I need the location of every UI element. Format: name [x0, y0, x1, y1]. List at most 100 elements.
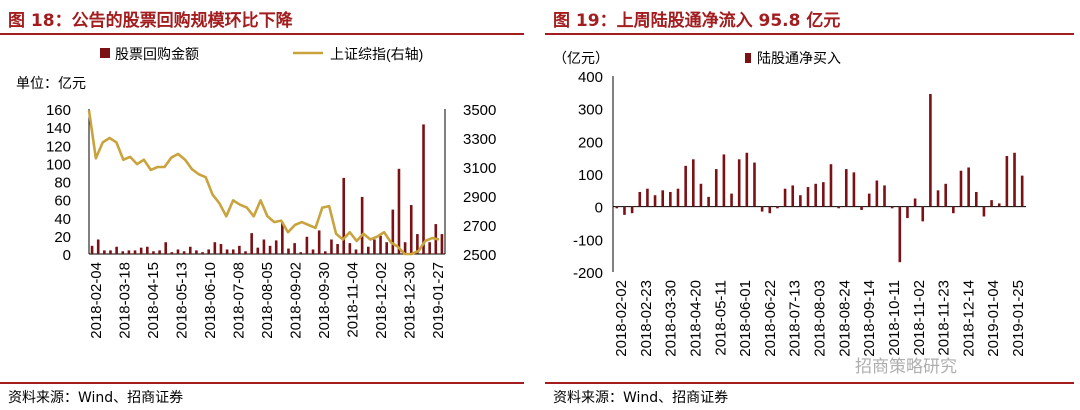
- netbuy-bar: [684, 165, 687, 207]
- repurchase-bar: [115, 246, 118, 254]
- repurchase-bar: [158, 250, 161, 255]
- repurchase-bar: [127, 250, 131, 255]
- netbuy-bar: [669, 191, 672, 207]
- netbuy-bar: [730, 193, 733, 207]
- netbuy-bar: [661, 190, 665, 207]
- y-tick-label: -100: [573, 232, 603, 249]
- y-left-tick-label: 20: [54, 229, 71, 246]
- repurchase-bar: [96, 239, 100, 254]
- netbuy-bar: [852, 172, 856, 207]
- figure-19-bottom-rule: [545, 382, 1074, 384]
- repurchase-bar: [342, 177, 346, 255]
- netbuy-bar: [707, 196, 710, 207]
- repurchase-bar: [440, 234, 444, 254]
- netbuy-bar: [646, 188, 649, 207]
- netbuy-bar: [699, 183, 703, 207]
- x-tick-label: 2019-01-27: [430, 262, 447, 339]
- netbuy-bar: [806, 187, 810, 207]
- repurchase-bar: [268, 245, 272, 254]
- figure-18-bottom-rule: [0, 382, 524, 384]
- figure-18-source: 资料来源：Wind、招商证券: [8, 390, 184, 406]
- y-tick-label: 200: [578, 134, 603, 151]
- unit-label: （亿元）: [553, 50, 609, 66]
- repurchase-bar: [373, 239, 376, 254]
- repurchase-bar: [354, 249, 358, 254]
- y-left-tick-label: 60: [54, 193, 71, 210]
- figure-19-panel: 图 19：上周陆股通净流入 95.8 亿元 （亿元） 陆股通净买入 -200 -100…: [545, 0, 1080, 410]
- figure-19-source: 资料来源：Wind、招商证券: [553, 390, 729, 406]
- netbuy-bar: [867, 193, 871, 207]
- netbuy-bar: [898, 206, 902, 263]
- repurchase-bar: [416, 234, 419, 254]
- netbuy-bar: [936, 190, 940, 207]
- repurchase-bar: [293, 243, 296, 255]
- repurchase-bar: [225, 249, 229, 254]
- y-tick-label: 100: [578, 167, 603, 184]
- repurchase-bar: [305, 236, 309, 254]
- y-left-tick-label: 0: [63, 247, 71, 264]
- netbuy-bar: [714, 169, 718, 207]
- repurchase-bar: [366, 246, 370, 254]
- netbuy-bar: [829, 164, 833, 207]
- y-tick-label: -200: [573, 265, 603, 282]
- x-tick-label: 2018-10-11: [886, 280, 903, 356]
- x-tick-label: 2018-11-04: [345, 262, 362, 338]
- x-tick-label: 2018-05-13: [174, 262, 191, 339]
- y-right-tick-label: 3500: [463, 102, 496, 119]
- y-left-tick-label: 80: [54, 175, 71, 192]
- repurchase-bar: [379, 235, 382, 255]
- repurchase-bar: [428, 242, 431, 254]
- x-tick-label: 2018-02-02: [613, 280, 630, 357]
- repurchase-bar: [238, 245, 241, 254]
- netbuy-bar: [997, 203, 1001, 207]
- netbuy-bar: [799, 195, 802, 207]
- netbuy-bar: [615, 206, 619, 209]
- figure-18-top-rule: [0, 33, 524, 35]
- x-tick-label: 2018-11-02: [911, 280, 928, 356]
- repurchase-bar: [146, 246, 149, 254]
- y-right-tick-label: 3100: [463, 160, 496, 177]
- repurchase-bar: [274, 240, 278, 254]
- repurchase-bar: [256, 247, 260, 254]
- netbuy-bar: [890, 206, 894, 209]
- netbuy-bar: [944, 183, 947, 207]
- legend-label-index: 上证综指(右轴): [330, 46, 423, 62]
- netbuy-bar: [692, 159, 695, 207]
- x-tick-label: 2018-09-14: [861, 280, 878, 357]
- y-right-tick-label: 2500: [463, 247, 496, 264]
- y-tick-label: 300: [578, 102, 603, 119]
- repurchase-bar: [109, 250, 112, 255]
- repurchase-bar: [330, 239, 333, 254]
- netbuy-bar: [875, 180, 879, 207]
- netbuy-bar: [623, 206, 626, 215]
- x-tick-label: 2018-04-20: [687, 280, 704, 357]
- repurchase-bar: [348, 243, 352, 255]
- netbuy-bar: [760, 206, 764, 212]
- figure-19-title: 图 19：上周陆股通净流入 95.8 亿元: [553, 11, 841, 31]
- figure-19-chart: （亿元） 陆股通净买入 -200 -100 0 100 200 300 400 2018-02-0…: [553, 50, 1027, 357]
- netbuy-bar: [982, 206, 986, 217]
- repurchase-bar: [324, 251, 327, 254]
- repurchase-bar: [201, 252, 204, 254]
- repurchase-bar: [281, 222, 284, 254]
- figure-18-title: 图 18：公告的股票回购规模环比下降: [8, 11, 293, 31]
- x-tick-label: 2018-09-02: [288, 262, 305, 339]
- legend-label-netbuy: 陆股通净买入: [757, 50, 841, 66]
- netbuy-bar: [1013, 152, 1016, 207]
- repurchase-bar: [360, 196, 364, 254]
- netbuy-bar: [783, 188, 787, 207]
- netbuy-bar: [952, 206, 955, 214]
- x-tick-label: 2018-08-05: [259, 262, 276, 339]
- x-tick-label: 2018-11-23: [936, 280, 953, 356]
- y-left-tick-label: 160: [46, 102, 71, 119]
- netbuy-bar: [837, 206, 840, 209]
- netbuy-bar: [1005, 156, 1009, 207]
- netbuy-bar: [745, 152, 749, 207]
- netbuy-bar: [722, 154, 726, 207]
- repurchase-bar: [262, 239, 266, 254]
- x-tick-label: 2018-09-30: [316, 262, 333, 339]
- repurchase-bar: [176, 249, 180, 254]
- repurchase-bar: [397, 168, 401, 254]
- y-left-tick-label: 40: [54, 211, 71, 228]
- x-tick-label: 2018-04-15: [145, 262, 162, 339]
